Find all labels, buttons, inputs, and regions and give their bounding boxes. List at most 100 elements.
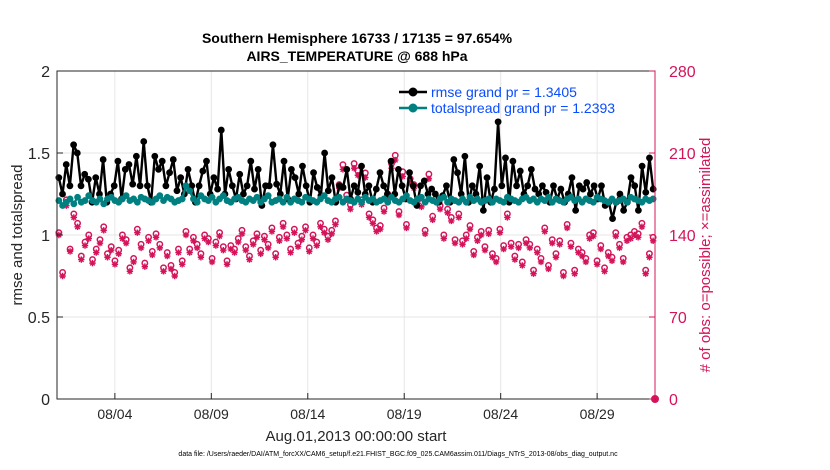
data-file-footnote: data file: /Users/raeder/DAI/ATM_forcXX/… — [178, 451, 618, 458]
spread-point — [589, 198, 597, 206]
spread-point — [186, 187, 194, 195]
rmse-point — [110, 182, 118, 190]
spread-point — [100, 200, 108, 208]
obs-assimilated-point — [152, 234, 160, 241]
obs-assimilated-point — [141, 263, 149, 270]
rmse-point — [494, 118, 502, 126]
rmse-point — [409, 182, 417, 190]
obs-assimilated-point — [448, 217, 455, 225]
rmse-point — [151, 152, 159, 160]
obs-assimilated-point — [556, 241, 563, 248]
rmse-point — [291, 174, 299, 182]
rmse-point — [269, 141, 277, 149]
obs-assimilated-point — [646, 254, 653, 261]
rmse-point — [638, 162, 646, 170]
obs-assimilated-point — [197, 254, 205, 261]
rmse-point — [236, 170, 244, 178]
rmse-point — [557, 185, 565, 193]
rmse-point — [324, 187, 332, 195]
obs-assimilated-point — [291, 229, 298, 236]
legend-label-spread: totalspread grand pr = 1.2393 — [431, 100, 615, 116]
spread-point — [253, 193, 261, 201]
legend-marker-rmse — [408, 87, 418, 97]
rmse-point — [195, 182, 203, 190]
rmse-point — [572, 207, 580, 214]
rmse-point — [417, 182, 424, 190]
spread-point — [85, 192, 93, 200]
obs-assimilated-point — [634, 234, 642, 241]
obs-assimilated-point — [190, 237, 197, 245]
x-tick-label: 08/19 — [387, 406, 422, 422]
x-axis-label: Aug.01,2013 00:00:00 start — [266, 428, 448, 445]
obs-assimilated-point — [81, 242, 89, 249]
rmse-point — [343, 166, 351, 173]
obs-assimilated-point — [220, 247, 227, 254]
obs-assimilated-point — [444, 209, 451, 216]
spread-point — [418, 193, 425, 201]
obs-assimilated-point — [406, 180, 414, 187]
y-left-tick-label: 1 — [41, 228, 50, 245]
rmse-point — [443, 182, 450, 190]
obs-assimilated-point — [317, 223, 324, 230]
obs-assimilated-point — [627, 235, 634, 242]
obs-assimilated-point — [242, 247, 249, 254]
rmse-point — [214, 185, 221, 193]
rmse-point — [646, 154, 653, 162]
rmse-point — [365, 182, 373, 190]
obs-assimilated-point — [425, 175, 433, 182]
obs-assimilated-point — [545, 265, 552, 273]
obs-assimilated-point — [313, 242, 320, 249]
rmse-point — [77, 182, 85, 190]
rmse-point — [406, 169, 413, 177]
obs-assimilated-point — [631, 231, 638, 239]
obs-assimilated-point — [392, 156, 399, 164]
spread-point — [462, 198, 470, 206]
obs-assimilated-point — [608, 257, 616, 264]
spread-point — [440, 193, 448, 201]
rmse-point — [339, 184, 347, 191]
rmse-point — [62, 161, 70, 168]
spread-point — [264, 192, 272, 200]
obs-assimilated-point — [268, 228, 276, 235]
spread-point — [335, 193, 343, 201]
rmse-point — [132, 152, 140, 160]
x-tick-label: 08/24 — [483, 406, 518, 422]
rmse-point — [210, 174, 218, 182]
obs-assimilated-point — [104, 254, 111, 261]
rmse-point — [579, 185, 587, 193]
obs-assimilated-point — [526, 244, 533, 252]
obs-assimilated-point — [642, 270, 649, 277]
obs-assimilated-point — [470, 251, 477, 259]
y-left-tick-label: 0 — [41, 392, 50, 409]
rmse-point — [420, 177, 428, 185]
spread-point — [623, 198, 631, 206]
rmse-point — [155, 166, 162, 173]
rmse-point — [627, 174, 635, 182]
spread-point — [283, 193, 291, 201]
rmse-point — [70, 141, 78, 149]
x-tick-label: 08/04 — [97, 406, 132, 422]
rmse-point — [144, 182, 151, 190]
obs-assimilated-point — [384, 194, 391, 201]
rmse-point — [479, 207, 487, 214]
obs-assimilated-point — [440, 235, 448, 242]
y-left-tick-label: 1.5 — [28, 146, 50, 163]
obs-assimilated-point — [421, 230, 429, 238]
rmse-point — [217, 126, 225, 134]
rmse-point — [125, 161, 133, 168]
spread-point — [279, 198, 287, 206]
obs-assimilated-point — [578, 252, 586, 260]
obs-assimilated-point — [496, 229, 504, 236]
rmse-point — [395, 166, 402, 173]
obs-assimilated-point — [399, 173, 406, 180]
x-tick-label: 08/09 — [194, 406, 229, 422]
rmse-point — [376, 169, 384, 177]
obs-assimilated-point — [283, 235, 291, 242]
rmse-point — [380, 182, 388, 190]
rmse-point — [502, 154, 509, 162]
obs-assimilated-point — [593, 261, 601, 268]
obs-assimilated-point — [597, 245, 605, 253]
obs-assimilated-point — [541, 228, 548, 235]
rmse-point — [634, 207, 642, 214]
obs-assimilated-point — [287, 249, 294, 256]
